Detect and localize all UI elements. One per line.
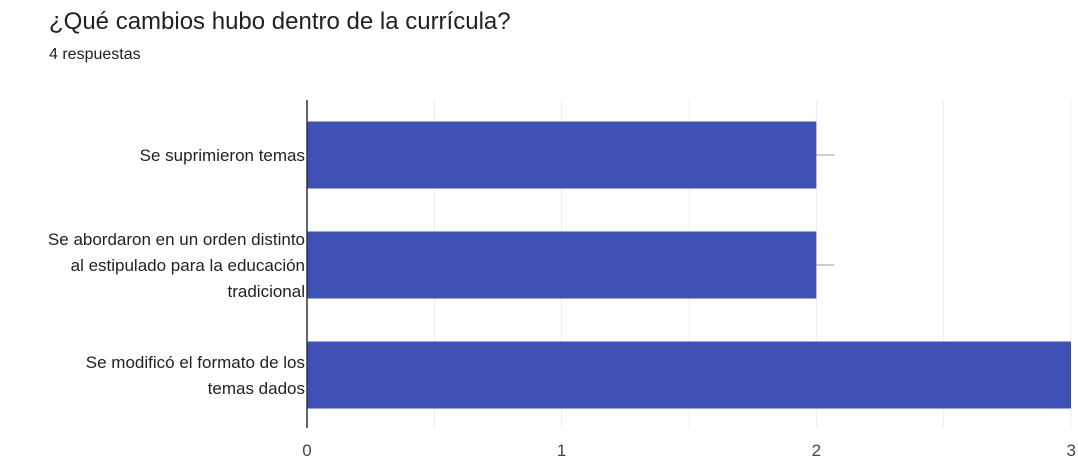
category-label-line: Se modificó el formato de los [86, 353, 305, 372]
chart-title: ¿Qué cambios hubo dentro de la currícula… [49, 8, 511, 35]
response-count: 4 respuestas [49, 46, 141, 63]
category-label-line: al estipulado para la educación [71, 256, 305, 275]
bar [307, 341, 1071, 409]
category-label: Se suprimieron temas [140, 146, 305, 165]
category-label-line: tradicional [228, 282, 306, 301]
x-tick-label: 1 [557, 441, 566, 459]
category-label-line: Se suprimieron temas [140, 146, 305, 165]
x-tick-label: 3 [1067, 441, 1076, 459]
x-tick-label: 2 [812, 441, 821, 459]
category-label: Se abordaron en un orden distinto al esti… [48, 230, 305, 301]
bar [307, 231, 817, 299]
bar [307, 121, 817, 189]
category-label: Se modificó el formato de los temas dados [86, 353, 305, 398]
category-label-line: temas dados [208, 379, 305, 398]
x-tick-label: 0 [302, 441, 311, 459]
category-label-line: Se abordaron en un orden distinto [48, 230, 305, 249]
